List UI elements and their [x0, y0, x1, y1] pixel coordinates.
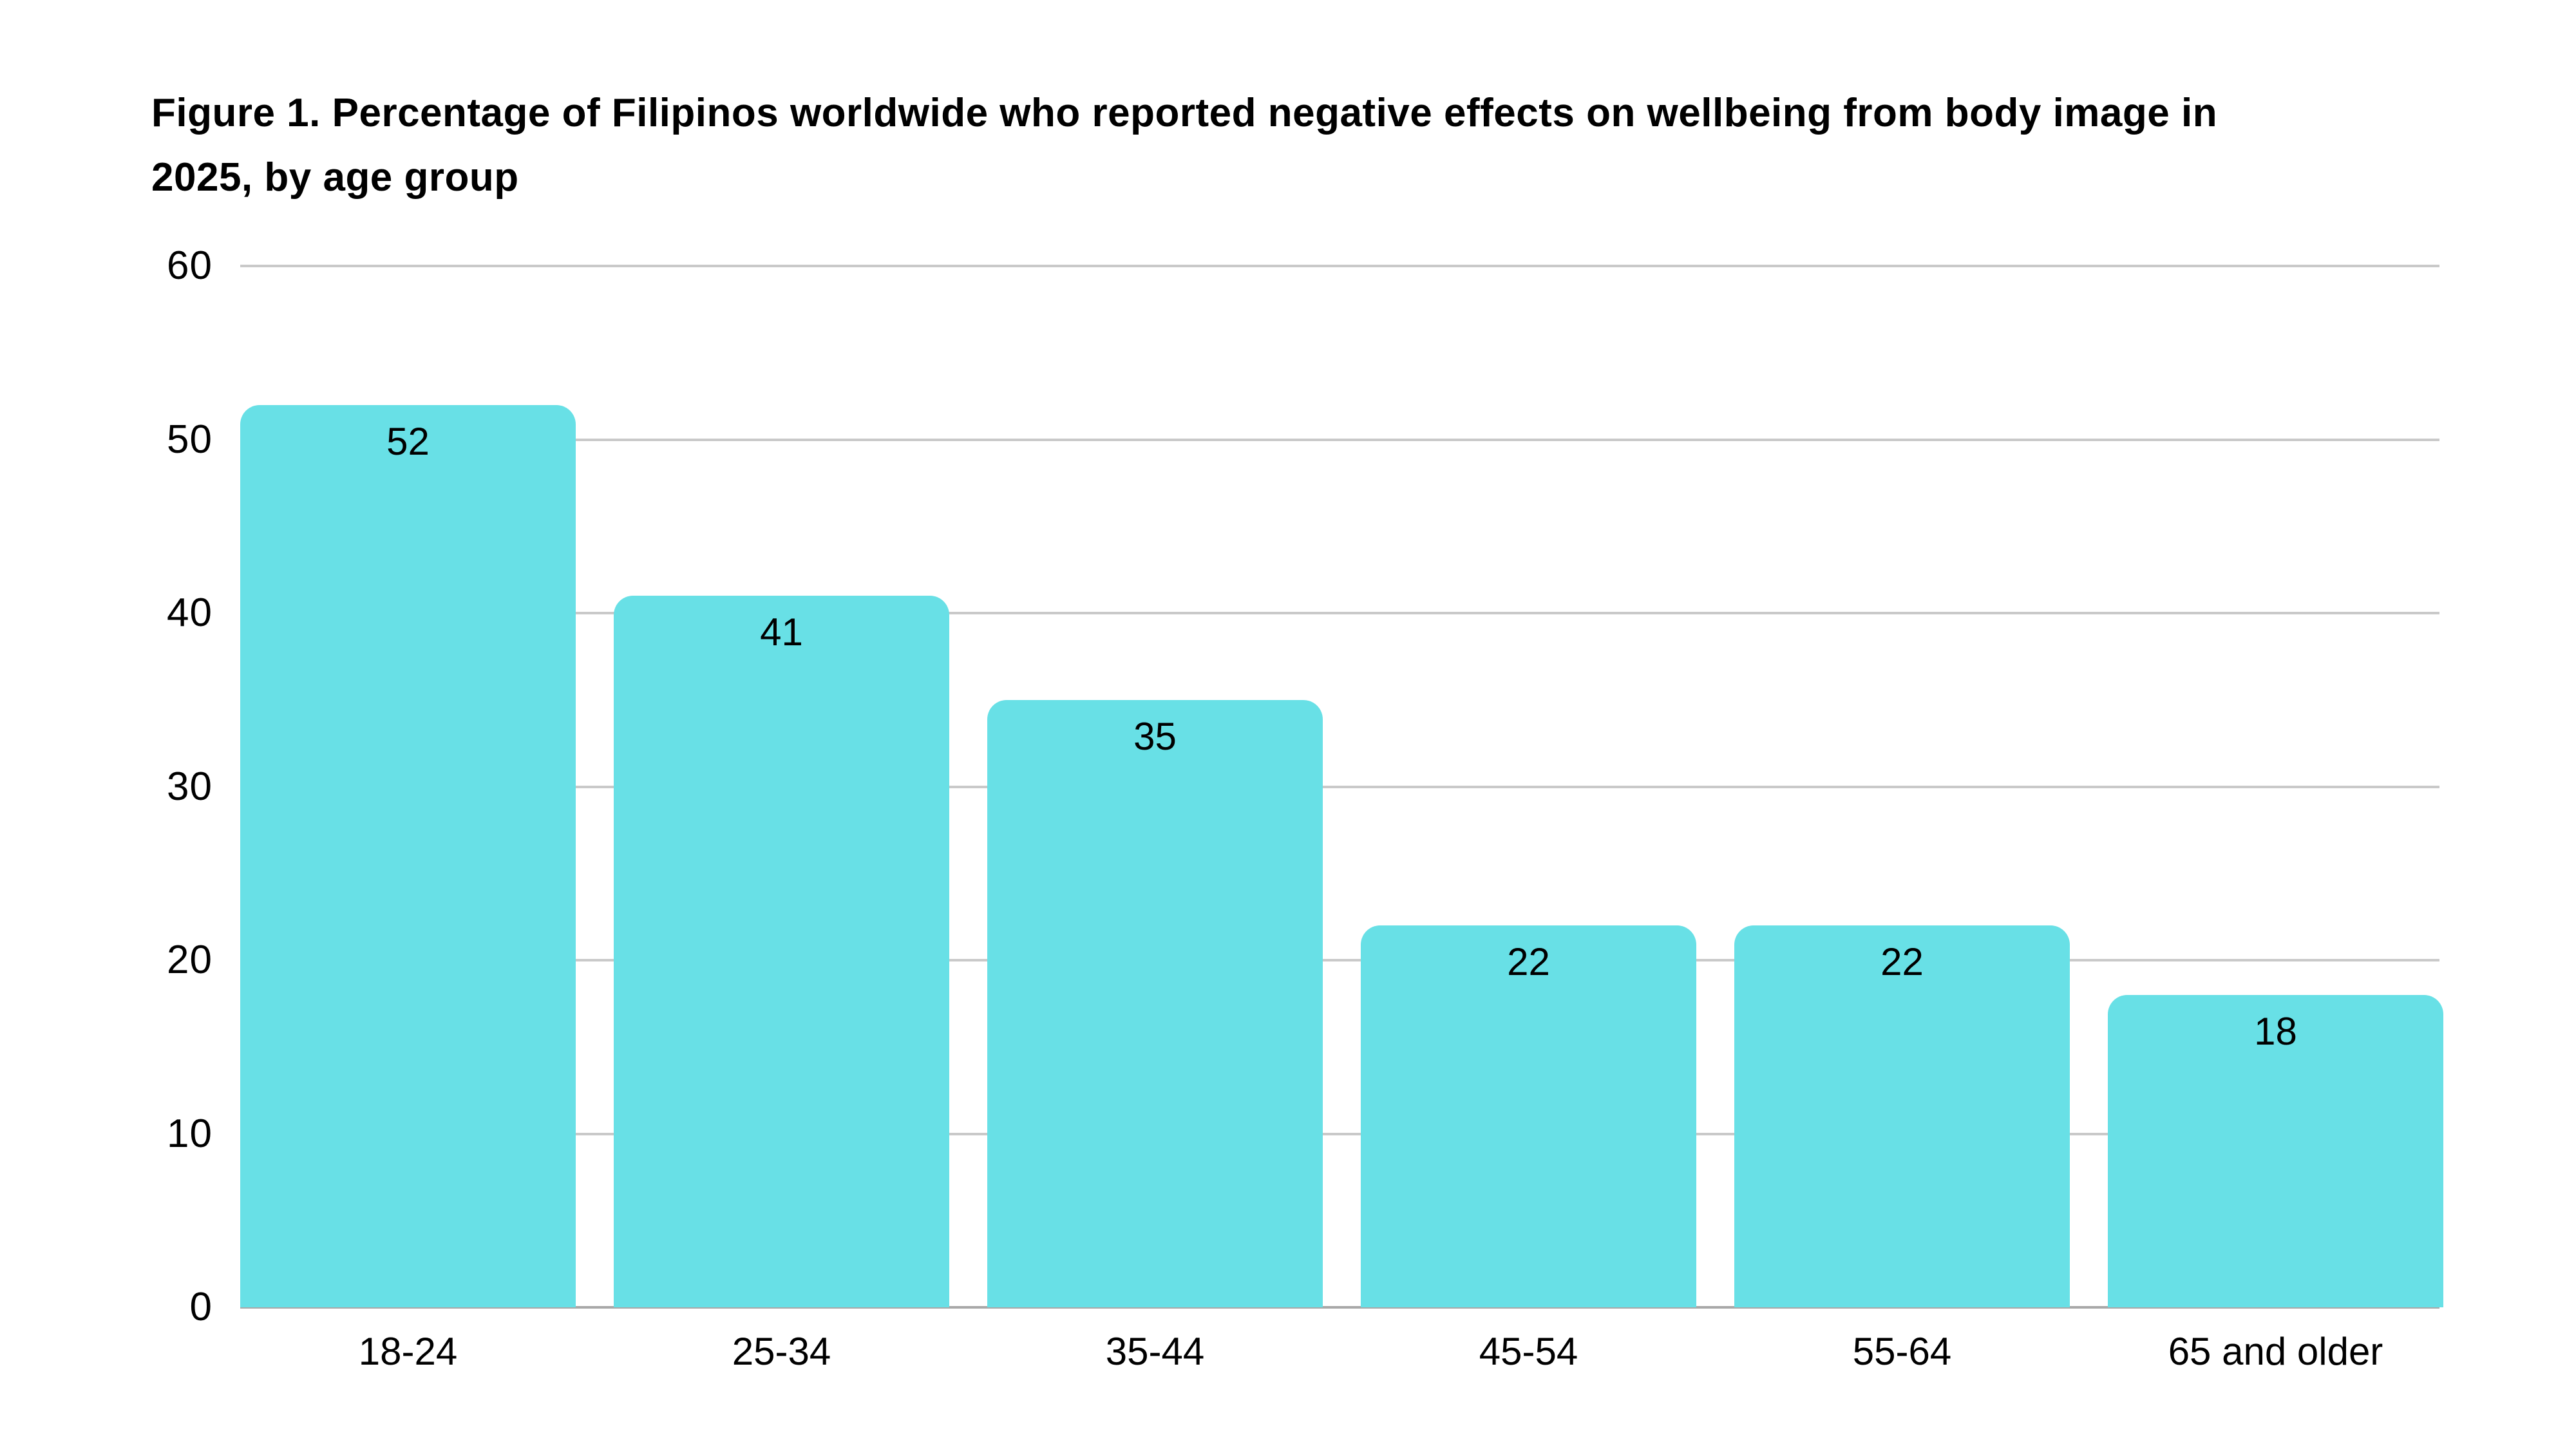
bar-value-label: 41	[760, 611, 803, 654]
x-tick-label-45-54: 45-54	[1479, 1330, 1578, 1373]
y-tick-label: 40	[167, 591, 213, 635]
x-tick-label-55-64: 55-64	[1852, 1330, 1952, 1373]
bar-25-34: 41	[614, 596, 949, 1307]
plot-area: 52 41 35 22 22 18	[240, 265, 2443, 1309]
x-tick-label-18-24: 18-24	[358, 1330, 458, 1373]
x-tick-label-35-44: 35-44	[1105, 1330, 1205, 1373]
gridline	[240, 1132, 2439, 1135]
x-tick-label-65 and older: 65 and older	[2168, 1330, 2383, 1373]
chart-title: Figure 1. Percentage of Filipinos worldw…	[151, 81, 2470, 210]
y-tick-label: 50	[167, 417, 213, 462]
bar-18-24: 52	[240, 404, 576, 1307]
chart-title-line-1: Figure 1. Percentage of Filipinos worldw…	[151, 91, 2218, 135]
y-tick-label: 30	[167, 764, 213, 809]
x-axis-baseline	[240, 1306, 2439, 1309]
bar-35-44: 35	[987, 699, 1323, 1307]
gridline	[240, 959, 2439, 961]
bar-value-label: 22	[1507, 940, 1550, 984]
gridline	[240, 438, 2439, 441]
bar-value-label: 52	[386, 419, 430, 463]
bar-65 and older: 18	[2108, 994, 2443, 1307]
bar-value-label: 22	[1880, 940, 1924, 984]
bar-value-label: 18	[2254, 1009, 2297, 1053]
bar-45-54: 22	[1361, 925, 1696, 1307]
y-tick-label: 20	[167, 938, 213, 982]
gridline	[240, 785, 2439, 788]
gridline	[240, 612, 2439, 614]
chart-title-line-2: 2025, by age group	[151, 155, 519, 200]
bar-55-64: 22	[1734, 925, 2070, 1307]
gridline	[240, 265, 2439, 267]
y-tick-label: 10	[167, 1111, 213, 1156]
y-tick-label: 60	[167, 243, 213, 288]
x-tick-label-25-34: 25-34	[732, 1330, 831, 1373]
y-tick-label: 0	[189, 1285, 213, 1329]
bar-value-label: 35	[1133, 714, 1177, 758]
